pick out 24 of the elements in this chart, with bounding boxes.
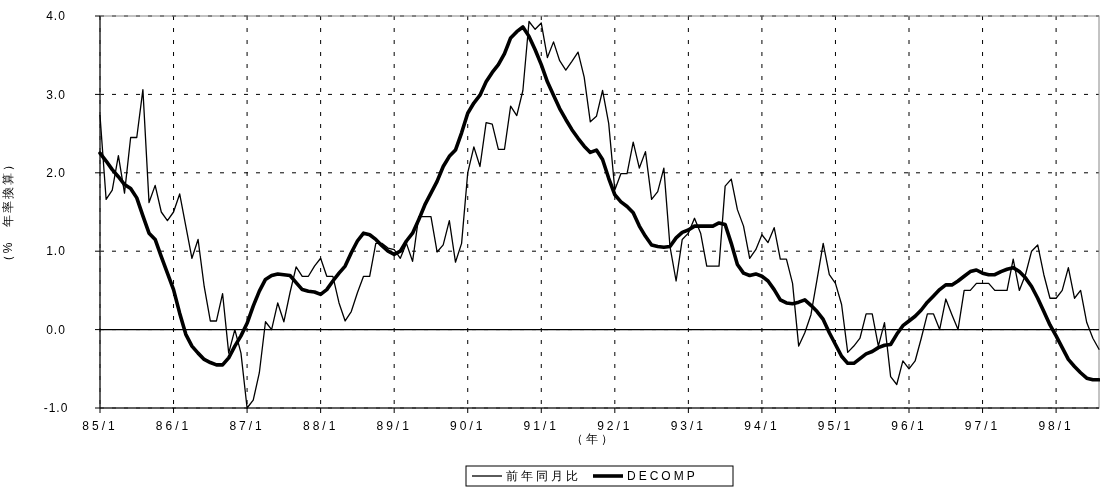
x-tick-label: 96/1	[891, 419, 927, 433]
y-tick-label: -1.0	[43, 401, 69, 416]
legend-label: DECOMP	[627, 469, 698, 484]
x-tick-label: 95/1	[817, 419, 854, 433]
x-tick-label: 89/1	[376, 419, 412, 433]
x-tick-label: 92/1	[597, 419, 633, 433]
x-tick-label: 90/1	[450, 419, 486, 433]
y-tick-label: 4.0	[46, 9, 66, 24]
y-axis-title: （% 年率換算）	[1, 156, 15, 268]
x-axis-title: （年）	[571, 432, 616, 446]
x-tick-label: 91/1	[523, 419, 559, 433]
y-tick-label: 3.0	[46, 87, 66, 102]
x-tick-label: 97/1	[964, 419, 1001, 433]
x-tick-label: 88/1	[302, 419, 339, 433]
x-tick-label: 94/1	[744, 419, 780, 433]
x-tick-label: 93/1	[670, 419, 707, 433]
x-tick-label: 98/1	[1038, 419, 1074, 433]
y-tick-label: 0.0	[46, 322, 66, 337]
legend-label: 前年同月比	[506, 469, 581, 484]
x-tick-label: 86/1	[155, 419, 192, 433]
x-tick-label: 87/1	[229, 419, 265, 433]
y-tick-label: 2.0	[46, 166, 66, 180]
y-tick-label: 1.0	[46, 244, 66, 259]
x-tick-label: 85/1	[82, 419, 118, 433]
